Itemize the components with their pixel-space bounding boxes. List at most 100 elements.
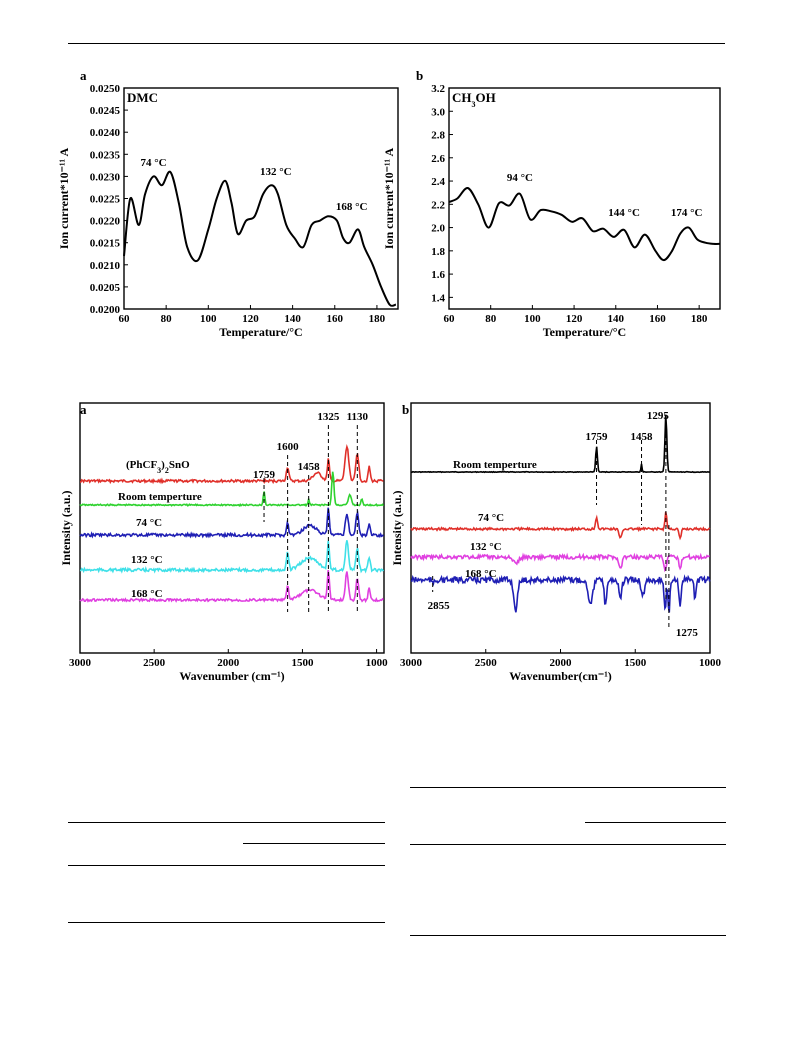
spectrum-series [79, 569, 384, 604]
x-tick-label: 2000 [550, 657, 573, 669]
y-tick-label: 0.0235 [90, 149, 121, 161]
page-header-rule [68, 43, 725, 44]
panel-inner-label: CH3OH [452, 90, 496, 109]
spectrum-series [79, 540, 385, 574]
x-tick-label: 100 [200, 313, 217, 325]
y-tick-label: 3.0 [431, 106, 445, 118]
x-tick-label: 3000 [400, 657, 423, 669]
x-tick-label: 1000 [366, 657, 389, 669]
spectrum-series [79, 507, 384, 539]
data-line [448, 187, 721, 262]
panel-letter: a [80, 68, 87, 83]
series-label: Room temperture [118, 491, 202, 503]
peak-annotation: 132 °C [260, 166, 292, 178]
table-rule [68, 865, 385, 866]
plot-frame [79, 402, 385, 654]
chart-panel-b-3: 3000 2500 2000 1500 1000 Wavenumber(cm⁻¹) Inte… [390, 402, 722, 683]
x-tick-label: 160 [327, 313, 344, 325]
x-tick-label: 180 [691, 313, 708, 325]
y-tick-label: 0.0215 [90, 238, 121, 250]
y-axis-label: Ion current*10⁻¹¹ A [382, 148, 396, 250]
peak-annotation: 74 °C [140, 157, 166, 169]
x-tick-label: 2500 [143, 657, 166, 669]
peak-annotation: 168 °C [336, 201, 368, 213]
x-tick-label: 60 [444, 313, 456, 325]
y-tick-label: 0.0225 [90, 194, 121, 206]
x-tick-label: 1500 [624, 657, 647, 669]
peak-marker-label: 1759 [586, 431, 609, 443]
x-tick-label: 80 [161, 313, 173, 325]
x-tick-label: 60 [119, 313, 131, 325]
series-label: 74 °C [136, 517, 162, 529]
chart-panel-a-0: 60 80 100 120 140 160 180 0.0200 0.0205 0.0210 0.0… [57, 68, 399, 339]
series-label: (PhCF3)2SnO [126, 459, 190, 475]
y-tick-label: 2.0 [431, 223, 445, 235]
spectrum-series [410, 574, 711, 613]
x-tick-label: 180 [369, 313, 386, 325]
chart-panel-b-1: 60 80 100 120 140 160 180 1.4 1.6 1.8 2.0 2.2 2.4 2.6… [382, 68, 721, 339]
y-tick-label: 3.2 [431, 83, 445, 95]
x-tick-label: 140 [284, 313, 301, 325]
x-axis-label: Temperature/°C [543, 325, 626, 339]
x-tick-label: 80 [485, 313, 497, 325]
y-tick-label: 1.6 [431, 269, 445, 281]
x-axis-label: Wavenumber (cm⁻¹) [179, 669, 284, 683]
spectrum-series [80, 444, 384, 485]
table-rule [585, 822, 726, 823]
peak-annotation: 144 °C [608, 207, 640, 219]
y-axis-label: Ion current*10⁻¹¹ A [57, 148, 71, 250]
spectrum-series [410, 552, 711, 573]
x-tick-label: 120 [566, 313, 583, 325]
peak-marker-label: 1600 [277, 441, 300, 453]
x-axis-label: Wavenumber(cm⁻¹) [509, 669, 612, 683]
x-tick-label: 1500 [291, 657, 314, 669]
y-tick-label: 0.0220 [90, 216, 121, 228]
peak-marker-label: 1458 [631, 431, 654, 443]
y-axis-label: Intensity (a.u.) [390, 490, 404, 565]
x-tick-label: 1000 [699, 657, 722, 669]
peak-annotation: 174 °C [671, 207, 703, 219]
series-label: Room temperture [453, 459, 537, 471]
peak-marker-label: 1275 [676, 627, 699, 639]
peak-marker-label: 1295 [647, 410, 670, 422]
panel-letter: b [416, 68, 423, 83]
peak-marker-label: 1325 [317, 411, 340, 423]
x-tick-label: 2500 [475, 657, 498, 669]
x-tick-label: 100 [524, 313, 541, 325]
y-axis-label: Intensity (a.u.) [59, 490, 73, 565]
table-rule [68, 922, 385, 923]
x-axis-label: Temperature/°C [219, 325, 302, 339]
series-label: 168 °C [465, 568, 497, 580]
x-tick-label: 2000 [217, 657, 240, 669]
peak-marker-label: 2855 [428, 600, 451, 612]
plot-frame [448, 87, 721, 310]
data-line [123, 170, 397, 307]
x-tick-label: 160 [649, 313, 666, 325]
series-label: 132 °C [470, 541, 502, 553]
y-tick-label: 0.0210 [90, 260, 121, 272]
x-tick-label: 140 [608, 313, 625, 325]
x-tick-label: 3000 [69, 657, 92, 669]
peak-marker-label: 1458 [298, 461, 321, 473]
y-tick-label: 0.0250 [90, 83, 121, 95]
peak-marker-label: 1130 [347, 411, 369, 423]
x-tick-label: 120 [242, 313, 259, 325]
y-tick-label: 0.0200 [90, 304, 121, 316]
series-label: 132 °C [131, 554, 163, 566]
spectrum-series [410, 414, 710, 474]
panel-letter: a [80, 402, 87, 417]
y-tick-label: 0.0205 [90, 282, 121, 294]
y-tick-label: 2.4 [431, 176, 445, 188]
spectrum-series [410, 511, 711, 541]
panel-inner-label: DMC [127, 90, 158, 105]
series-label: 74 °C [478, 512, 504, 524]
y-tick-label: 0.0240 [90, 127, 121, 139]
y-tick-label: 2.6 [431, 153, 445, 165]
y-tick-label: 0.0230 [90, 171, 121, 183]
y-tick-label: 2.8 [431, 130, 445, 142]
panel-letter: b [402, 402, 409, 417]
table-rule [68, 822, 385, 823]
table-rule [410, 787, 726, 788]
series-label: 168 °C [131, 588, 163, 600]
